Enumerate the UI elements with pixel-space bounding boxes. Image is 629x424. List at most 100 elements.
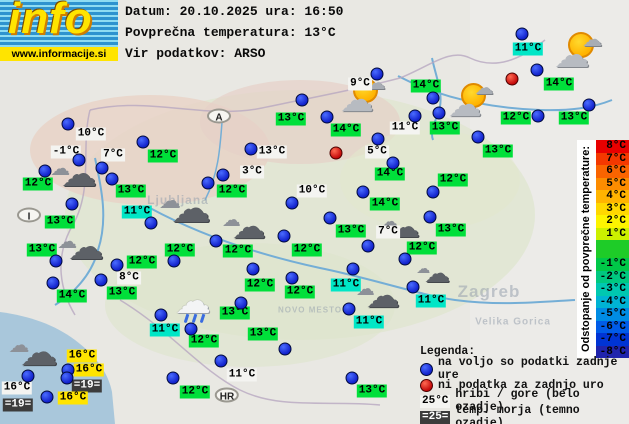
station-dot-blue bbox=[370, 67, 384, 81]
station-dot-blue bbox=[426, 91, 440, 105]
temp-badge-green: 13°C bbox=[275, 112, 307, 126]
station-dot-blue bbox=[323, 211, 337, 225]
small-cloud-glyph: ☁ bbox=[159, 188, 181, 214]
temp-badge-sea: =19= bbox=[2, 398, 34, 412]
station-dot-blue bbox=[277, 229, 291, 243]
logo-site-url[interactable]: www.informacije.si bbox=[0, 47, 118, 61]
header-date-line: Datum: 20.10.2025 ura: 16:50 bbox=[125, 4, 344, 19]
temp-badge-sea: =19= bbox=[71, 379, 103, 393]
logo-wordmark: info bbox=[8, 0, 93, 43]
station-dot-blue bbox=[40, 390, 54, 404]
cloud-glyph: ☁ bbox=[68, 227, 104, 268]
station-dot-blue bbox=[423, 210, 437, 224]
station-dot-blue bbox=[214, 354, 228, 368]
road-sign-I: I bbox=[17, 207, 41, 223]
station-dot-blue bbox=[398, 252, 412, 266]
temp-badge-green: 13°C bbox=[335, 224, 367, 238]
temp-badge-white: 10°C bbox=[296, 184, 328, 198]
station-dot-blue bbox=[201, 176, 215, 190]
scale-color-bar: 8°C 7°C 6°C 5°C 4°C 3°C 2°C 1°C -1°C -2°C -3°C -4°C… bbox=[596, 140, 629, 358]
sun-disc bbox=[567, 32, 594, 59]
legend-item-label: temp. morja (temno ozadje) bbox=[455, 404, 580, 424]
station-dot-blue bbox=[144, 216, 158, 230]
station-dot-blue bbox=[531, 109, 545, 123]
legend: Legenda: na voljo so podatki zadnje ure … bbox=[420, 345, 629, 424]
temp-badge-green: 14°C bbox=[56, 289, 88, 303]
station-dot-blue bbox=[356, 185, 370, 199]
cloud-icon: ☁ ☁ bbox=[159, 189, 211, 229]
station-dot-blue bbox=[136, 135, 150, 149]
temp-badge-cyan: 11°C bbox=[353, 315, 385, 329]
station-dot-blue bbox=[184, 322, 198, 336]
temp-badge-green: 13°C bbox=[356, 384, 388, 398]
cloud-glyph: ☁ bbox=[232, 207, 266, 247]
small-cloud-glyph: ☁ bbox=[221, 209, 241, 232]
temp-badge-green: 13°C bbox=[435, 223, 467, 237]
scale-row: 3°C bbox=[596, 202, 629, 215]
temp-badge-green: 12°C bbox=[126, 255, 158, 269]
legend-item-label: hribi / gore (belo ozadje) bbox=[455, 388, 580, 414]
station-dot-blue bbox=[49, 254, 63, 268]
station-dot-blue bbox=[166, 371, 180, 385]
temp-badge-white: 11°C bbox=[389, 121, 421, 135]
temp-badge-white: 7°C bbox=[376, 225, 400, 239]
city-label: Zagreb bbox=[457, 282, 521, 301]
city-label: Velika Gorica bbox=[475, 316, 551, 328]
temp-badge-green: 12°C bbox=[216, 184, 248, 198]
small-cloud-glyph: ☁ bbox=[582, 26, 603, 51]
station-dot-blue bbox=[61, 117, 75, 131]
temp-badge-green: 14°C bbox=[330, 123, 362, 137]
cloud-glyph: ☁ bbox=[424, 259, 450, 289]
station-dot-blue bbox=[371, 132, 385, 146]
temp-badge-green: 13°C bbox=[44, 215, 76, 229]
cloud-glyph: ☁ bbox=[175, 281, 211, 322]
station-dot-blue bbox=[515, 27, 529, 41]
station-dot-blue bbox=[346, 262, 360, 276]
scale-row: -7°C bbox=[596, 333, 629, 346]
temp-badge-green: 12°C bbox=[284, 285, 316, 299]
scale-row: -5°C bbox=[596, 308, 629, 321]
station-dot-blue bbox=[406, 280, 420, 294]
scale-row: -1°C bbox=[596, 258, 629, 271]
temp-badge-green: 13°C bbox=[429, 121, 461, 135]
station-dot-blue bbox=[342, 302, 356, 316]
cloud-glyph: ☁ bbox=[366, 276, 400, 316]
road-sign-HR: HR bbox=[214, 387, 240, 403]
legend-title: Legenda: bbox=[420, 345, 476, 358]
info-logo[interactable]: info www.informacije.si bbox=[0, 0, 118, 61]
logo-stripes-background: info bbox=[0, 0, 118, 47]
temp-badge-white: 13°C bbox=[256, 145, 288, 159]
station-dot-blue bbox=[432, 106, 446, 120]
temp-badge-green: 13°C bbox=[26, 243, 58, 257]
station-dot-red bbox=[505, 72, 519, 86]
temp-badge-green: 12°C bbox=[437, 173, 469, 187]
small-cloud-glyph: ☁ bbox=[50, 156, 71, 181]
cloud-glyph: ☁ bbox=[554, 35, 590, 76]
station-dot-blue bbox=[244, 142, 258, 156]
temp-badge-green: 12°C bbox=[147, 149, 179, 163]
header-average-temp-line: Povprečna temperatura: 13°C bbox=[125, 25, 336, 40]
temp-badge-green: 12°C bbox=[222, 244, 254, 258]
temp-badge-white: 11°C bbox=[226, 368, 258, 382]
rain-cloud-icon: ☁ bbox=[175, 281, 211, 324]
temp-badge-green: 13°C bbox=[115, 184, 147, 198]
scale-row: -2°C bbox=[596, 270, 629, 283]
station-dot-blue bbox=[345, 371, 359, 385]
temp-badge-green: 14°C bbox=[369, 197, 401, 211]
scale-row: -4°C bbox=[596, 295, 629, 308]
small-cloud-glyph: ☁ bbox=[8, 332, 30, 357]
temp-badge-green: 14°C bbox=[543, 77, 575, 91]
sea-badge-icon: =25= bbox=[420, 410, 451, 424]
scale-row: 5°C bbox=[596, 177, 629, 190]
legend-item-mountains: 25°C hribi / gore (belo ozadje) bbox=[420, 388, 629, 414]
legend-item-data-available: na voljo so podatki zadnje ure bbox=[420, 356, 629, 382]
temp-badge-green: 13°C bbox=[558, 111, 590, 125]
station-dot-red bbox=[329, 146, 343, 160]
small-cloud-glyph: ☁ bbox=[416, 261, 431, 278]
legend-item-sea-temp: =25= temp. morja (temno ozadje) bbox=[420, 404, 629, 424]
small-cloud-glyph: ☁ bbox=[474, 77, 494, 100]
sun-disc bbox=[460, 82, 486, 108]
temp-badge-green: 12°C bbox=[244, 278, 276, 292]
legend-item-no-data: ni podatka za zadnjo uro bbox=[420, 377, 629, 393]
